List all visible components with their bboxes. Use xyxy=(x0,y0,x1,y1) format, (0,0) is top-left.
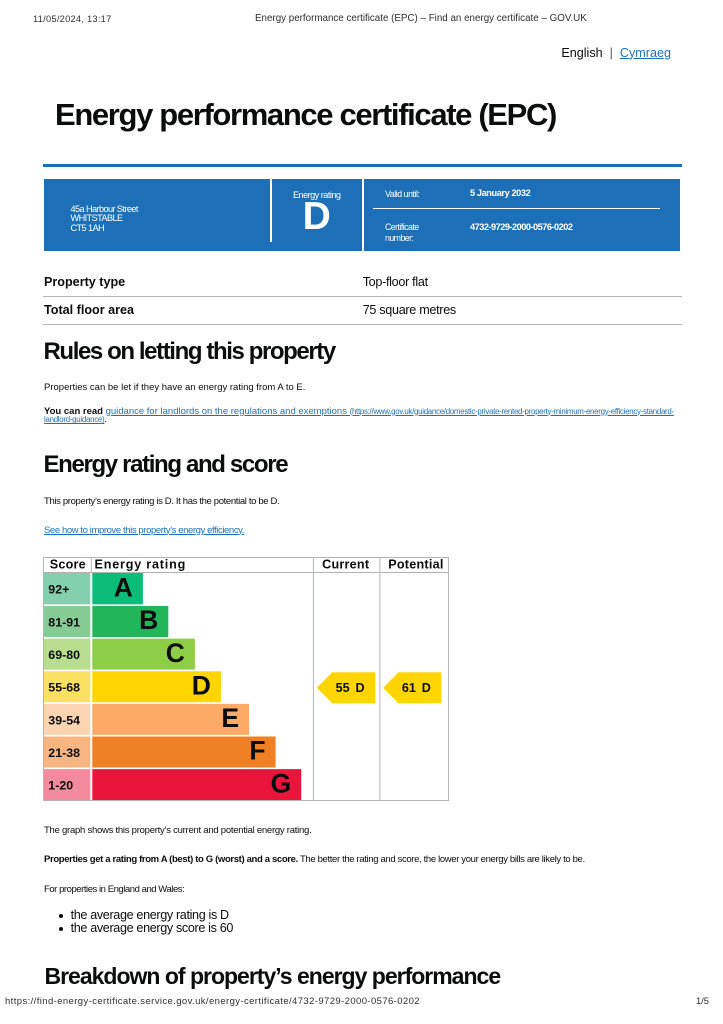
svg-text:Current: Current xyxy=(322,557,370,571)
svg-text:21-38: 21-38 xyxy=(48,745,80,759)
svg-text:Potential: Potential xyxy=(388,557,443,571)
svg-text:A: A xyxy=(114,572,133,602)
svg-text:55-68: 55-68 xyxy=(48,680,80,694)
svg-text:C: C xyxy=(166,637,185,667)
svg-text:1-20: 1-20 xyxy=(48,778,73,792)
svg-text:D: D xyxy=(355,681,364,695)
svg-text:Energy rating: Energy rating xyxy=(95,557,187,571)
svg-text:D: D xyxy=(192,670,211,700)
svg-text:92+: 92+ xyxy=(48,582,69,596)
svg-text:D: D xyxy=(422,681,431,695)
svg-text:81-91: 81-91 xyxy=(48,615,80,629)
svg-text:55: 55 xyxy=(336,681,350,695)
svg-text:69-80: 69-80 xyxy=(48,648,80,662)
svg-text:61: 61 xyxy=(402,681,416,695)
svg-text:G: G xyxy=(271,768,292,798)
svg-text:Score: Score xyxy=(50,557,86,571)
svg-text:B: B xyxy=(139,605,158,635)
svg-text:E: E xyxy=(221,703,239,733)
svg-text:39-54: 39-54 xyxy=(48,713,80,727)
svg-text:F: F xyxy=(249,735,265,765)
